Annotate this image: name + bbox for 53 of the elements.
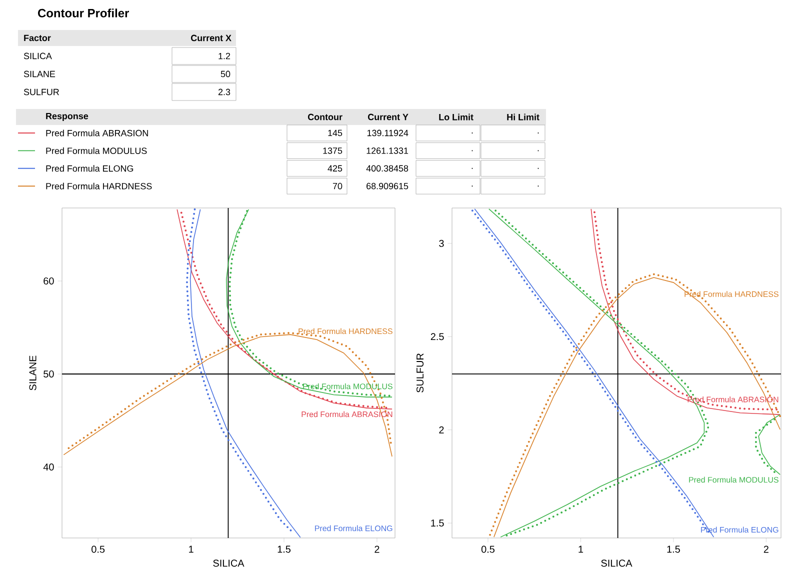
y-tick-label: 50	[44, 370, 54, 378]
text: 145	[328, 130, 342, 136]
text: SILANE	[24, 70, 56, 78]
text: Contour Profiler	[38, 8, 129, 18]
text: 50	[220, 70, 230, 78]
text: .	[538, 150, 539, 152]
text: 400.38458	[366, 165, 408, 172]
text: 425	[328, 165, 342, 172]
text: Pred Formula ABRASION	[46, 130, 148, 136]
text: 1.2	[218, 52, 230, 60]
text: Pred Formula HARDNESS	[46, 182, 152, 190]
y-tick-label: 3	[439, 240, 444, 247]
text: .	[538, 168, 539, 169]
x-axis-title: SILICA	[601, 560, 632, 567]
text: .	[472, 186, 473, 187]
y-tick-label: 40	[43, 463, 54, 471]
y-axis-title: SILANE	[29, 356, 36, 390]
text: Factor	[24, 34, 51, 42]
x-axis-title: SILICA	[213, 560, 244, 567]
x-tick-label: 1.5	[278, 546, 291, 553]
text: Pred Formula MODULUS	[46, 147, 147, 154]
x-tick-label: 2	[374, 546, 380, 553]
text: .	[472, 132, 473, 134]
text: 2.3	[218, 88, 230, 96]
y-axis-title: SULFUR	[416, 354, 424, 392]
x-tick-label: 0.5	[481, 546, 494, 553]
text: 1261.1331	[366, 148, 408, 154]
text: Current Y	[368, 114, 408, 120]
text: 68.909615	[366, 182, 408, 190]
text: .	[538, 186, 539, 187]
text: Contour	[308, 114, 342, 120]
y-tick-label: 2.5	[430, 333, 444, 340]
text: Hi Limit	[507, 114, 540, 120]
x-tick-label: 1	[578, 546, 584, 553]
y-tick-label: 60	[44, 277, 54, 285]
x-tick-label: 2	[764, 546, 768, 553]
y-tick-label: 2	[439, 426, 444, 434]
text: 139.11924	[367, 130, 408, 136]
x-tick-label: 1	[189, 546, 194, 553]
text: 1375	[323, 148, 342, 154]
text: SILICA	[24, 52, 52, 60]
text: Lo Limit	[439, 114, 474, 120]
x-tick-label: 1.5	[667, 546, 680, 553]
text: .	[538, 132, 539, 134]
text: 70	[332, 182, 342, 190]
text: Pred Formula ELONG	[46, 165, 134, 172]
text: .	[472, 168, 473, 169]
text: Current X	[191, 34, 232, 42]
x-tick-label: 0.5	[92, 546, 105, 553]
text: .	[472, 150, 473, 152]
text: SULFUR	[24, 88, 59, 96]
y-tick-label: 1.5	[431, 520, 444, 527]
text: Response	[46, 112, 88, 121]
